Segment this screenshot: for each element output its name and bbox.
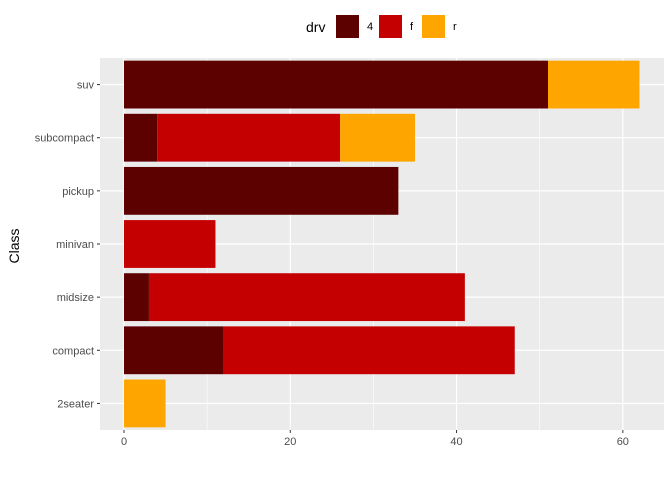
x-tick-label: 60 (617, 436, 629, 448)
y-tick-label: midsize (57, 292, 94, 304)
bar-minivan-f (124, 220, 216, 268)
bar-pickup-4 (124, 166, 399, 215)
x-tick-label: 20 (284, 436, 296, 448)
bar-midsize-f (148, 273, 465, 322)
legend-key-4 (336, 15, 359, 38)
legend-label: f (410, 21, 414, 33)
legend-key-r (422, 15, 445, 38)
bar-compact-f (223, 326, 515, 375)
y-tick-label: subcompact (35, 133, 94, 145)
x-tick-label: 0 (121, 436, 127, 448)
bar-compact-4 (124, 326, 224, 375)
bar-suv-4 (124, 60, 548, 109)
x-axis: 0 20 40 60 (121, 430, 629, 448)
y-axis-title: Class (6, 228, 22, 263)
y-tick-label: suv (77, 80, 95, 92)
y-axis: 2seater compact midsize minivan pickup subcom… (35, 80, 100, 410)
bar-midsize-4 (124, 273, 149, 322)
bar-subcompact-r (340, 113, 415, 162)
legend-title: drv (306, 19, 325, 35)
legend: drv 4 f r (306, 15, 457, 38)
legend-label: 4 (367, 21, 373, 33)
legend-label: r (453, 21, 457, 33)
legend-key-f (379, 15, 402, 38)
bar-subcompact-4 (124, 113, 158, 162)
y-tick-label: 2seater (57, 398, 94, 410)
bar-subcompact-f (157, 113, 341, 162)
bar-2seater-r (124, 379, 166, 428)
y-tick-label: pickup (62, 186, 94, 198)
y-tick-label: minivan (56, 239, 94, 251)
y-tick-label: compact (52, 345, 94, 357)
bar-suv-r (548, 60, 640, 109)
x-tick-label: 40 (450, 436, 462, 448)
bars (124, 60, 640, 428)
